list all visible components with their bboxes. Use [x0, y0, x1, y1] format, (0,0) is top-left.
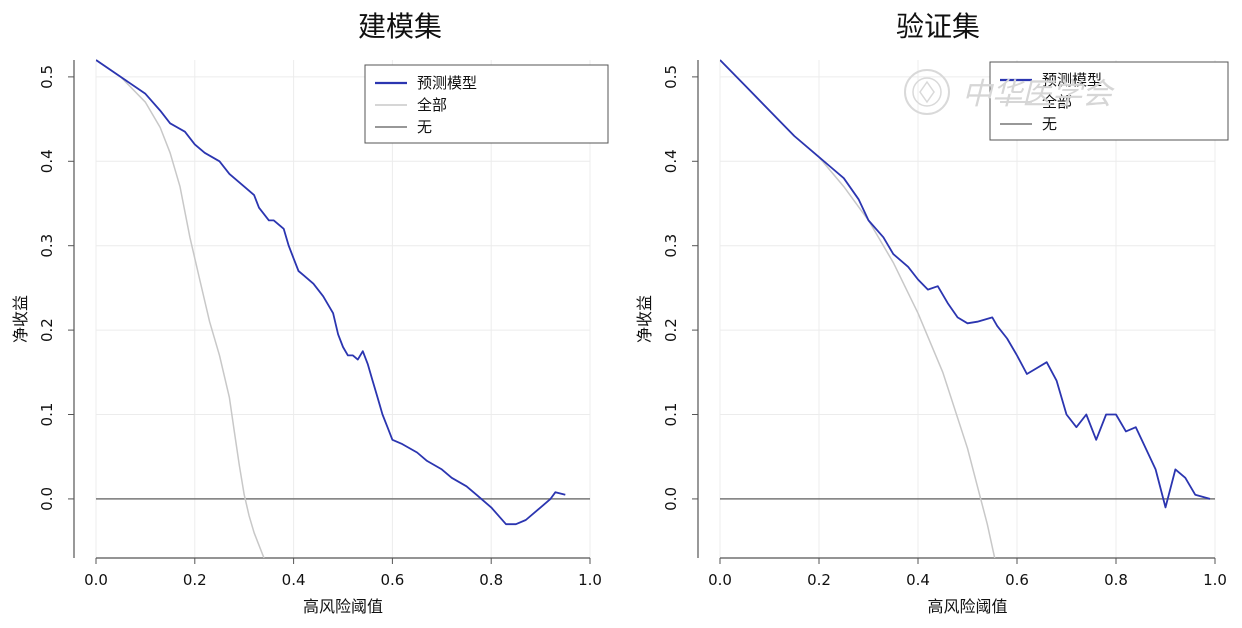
watermark-text: 中华医学会 — [962, 77, 1115, 112]
series-line-2 — [96, 59, 265, 558]
y-tick-label: 0.5 — [38, 65, 56, 89]
y-tick-label: 0.4 — [662, 149, 680, 173]
y-tick-label: 0.0 — [38, 487, 56, 511]
y-tick-label: 0.0 — [662, 487, 680, 511]
x-tick-label: 0.6 — [1005, 571, 1029, 589]
y-tick-label: 0.3 — [38, 234, 56, 258]
x-tick-label: 0.6 — [380, 571, 404, 589]
y-tick-label: 0.1 — [38, 403, 56, 427]
series-line-1 — [720, 59, 1211, 509]
y-tick-label: 0.1 — [662, 403, 680, 427]
y-axis-label: 净收益 — [11, 295, 30, 343]
x-tick-label: 0.2 — [183, 571, 207, 589]
legend-entry-label: 预测模型 — [417, 74, 477, 92]
y-axis-label: 净收益 — [635, 295, 654, 343]
y-tick-label: 0.2 — [662, 318, 680, 342]
legend-entry-label: 预测模型 — [1042, 71, 1102, 89]
series-line-2 — [720, 59, 996, 558]
legend-entry-label: 无 — [417, 118, 432, 136]
medical-association-seal-icon — [904, 69, 950, 115]
legend-entry-label: 全部 — [417, 96, 447, 114]
x-tick-label: 0.8 — [1104, 571, 1128, 589]
legend-box — [989, 61, 1229, 141]
y-tick-label: 0.2 — [38, 318, 56, 342]
y-tick-label: 0.3 — [662, 234, 680, 258]
x-tick-label: 0.0 — [708, 571, 732, 589]
x-tick-label: 1.0 — [1203, 571, 1227, 589]
x-tick-label: 0.0 — [84, 571, 108, 589]
x-axis-label: 高风险阈值 — [927, 597, 1007, 616]
legend-entry-label: 无 — [1042, 115, 1057, 133]
legend-box — [364, 64, 609, 144]
x-tick-label: 0.4 — [906, 571, 930, 589]
chart-title: 建模集 — [358, 10, 442, 43]
legend-entry-label: 全部 — [1042, 93, 1072, 111]
chart-title: 验证集 — [896, 10, 980, 43]
chart-panel-1: 0.0 0.2 0.4 0.6 0.8 1.0 0.0 0.1 0.2 0.3 0.4 0.5 建模集高… — [11, 10, 609, 616]
x-tick-label: 0.8 — [479, 571, 503, 589]
x-axis-label: 高风险阈值 — [303, 597, 383, 616]
y-tick-label: 0.5 — [662, 65, 680, 89]
x-tick-label: 0.2 — [807, 571, 831, 589]
x-tick-label: 1.0 — [578, 571, 602, 589]
series-line-1 — [96, 59, 566, 526]
watermark: 中华医学会 — [904, 69, 1115, 115]
x-tick-label: 0.4 — [282, 571, 306, 589]
y-tick-label: 0.4 — [38, 149, 56, 173]
chart-panel-2: 0.0 0.2 0.4 0.6 0.8 1.0 0.0 0.1 0.2 0.3 0.4 0.5 验证集高… — [635, 10, 1229, 616]
